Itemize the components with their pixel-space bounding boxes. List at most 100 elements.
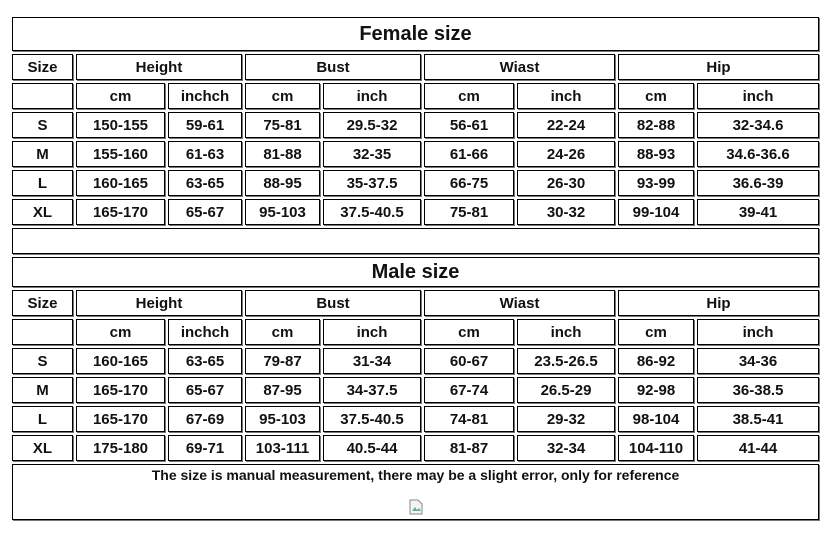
row: Female size: [12, 17, 819, 51]
size-value: 39-41: [697, 199, 819, 225]
empty-cell: [12, 83, 73, 109]
unit-header: inch: [323, 83, 421, 109]
size-value: 26-30: [517, 170, 615, 196]
row: S 150-155 59-61 75-81 29.5-32 56-61 22-24 82-88…: [12, 112, 819, 138]
size-value: 63-65: [168, 170, 242, 196]
size-value: 60-67: [424, 348, 514, 374]
size-value: 103-111: [245, 435, 320, 461]
row: M 155-160 61-63 81-88 32-35 61-66 24-26 88-93 34…: [12, 141, 819, 167]
size-value: 93-99: [618, 170, 694, 196]
size-value: 34.6-36.6: [697, 141, 819, 167]
size-value: 34-36: [697, 348, 819, 374]
broken-image-icon: [409, 499, 422, 515]
size-value: 160-165: [76, 170, 165, 196]
size-label: L: [12, 406, 73, 432]
size-value: 175-180: [76, 435, 165, 461]
size-value: 34-37.5: [323, 377, 421, 403]
size-label: S: [12, 348, 73, 374]
group-header: Hip: [618, 290, 819, 316]
size-value: 150-155: [76, 112, 165, 138]
size-value: 37.5-40.5: [323, 406, 421, 432]
size-value: 66-75: [424, 170, 514, 196]
size-label: L: [12, 170, 73, 196]
unit-header: cm: [245, 83, 320, 109]
size-value: 165-170: [76, 377, 165, 403]
size-value: 29.5-32: [323, 112, 421, 138]
unit-header: cm: [618, 319, 694, 345]
size-value: 36.6-39: [697, 170, 819, 196]
row: S 160-165 63-65 79-87 31-34 60-67 23.5-26.5 86-…: [12, 348, 819, 374]
group-header: Bust: [245, 290, 421, 316]
row: [12, 228, 819, 254]
unit-header: inch: [517, 319, 615, 345]
row: cm inchch cm inch cm inch cm inch: [12, 83, 819, 109]
size-value: 32-34: [517, 435, 615, 461]
size-value: 29-32: [517, 406, 615, 432]
size-value: 31-34: [323, 348, 421, 374]
empty-cell: [12, 319, 73, 345]
size-value: 92-98: [618, 377, 694, 403]
group-header: Hip: [618, 54, 819, 80]
group-header: Height: [76, 54, 242, 80]
row: The size is manual measurement, there ma…: [12, 464, 819, 520]
row: L 160-165 63-65 88-95 35-37.5 66-75 26-30 93-99…: [12, 170, 819, 196]
size-label: M: [12, 141, 73, 167]
row: L 165-170 67-69 95-103 37.5-40.5 74-81 29-32 98…: [12, 406, 819, 432]
row: Male size: [12, 257, 819, 287]
size-value: 40.5-44: [323, 435, 421, 461]
unit-header: cm: [618, 83, 694, 109]
size-table: Female size Size Height Bust Wiast Hip cm inchc…: [9, 14, 822, 523]
unit-header: cm: [76, 83, 165, 109]
size-value: 37.5-40.5: [323, 199, 421, 225]
size-value: 61-66: [424, 141, 514, 167]
group-header: Wiast: [424, 290, 615, 316]
size-value: 75-81: [424, 199, 514, 225]
size-header: Size: [12, 54, 73, 80]
size-value: 88-93: [618, 141, 694, 167]
row: M 165-170 65-67 87-95 34-37.5 67-74 26.5-29 92-…: [12, 377, 819, 403]
size-value: 67-69: [168, 406, 242, 432]
unit-header: inchch: [168, 319, 242, 345]
group-header: Height: [76, 290, 242, 316]
size-value: 69-71: [168, 435, 242, 461]
row: Size Height Bust Wiast Hip: [12, 54, 819, 80]
size-label: M: [12, 377, 73, 403]
size-value: 32-34.6: [697, 112, 819, 138]
size-value: 165-170: [76, 406, 165, 432]
size-label: XL: [12, 435, 73, 461]
unit-header: inch: [697, 319, 819, 345]
size-value: 26.5-29: [517, 377, 615, 403]
row: XL 165-170 65-67 95-103 37.5-40.5 75-81 30-32 9…: [12, 199, 819, 225]
size-value: 165-170: [76, 199, 165, 225]
table-title: Female size: [12, 17, 819, 51]
size-value: 98-104: [618, 406, 694, 432]
size-value: 22-24: [517, 112, 615, 138]
size-value: 74-81: [424, 406, 514, 432]
size-value: 59-61: [168, 112, 242, 138]
unit-header: inchch: [168, 83, 242, 109]
size-value: 95-103: [245, 199, 320, 225]
size-value: 38.5-41: [697, 406, 819, 432]
size-value: 79-87: [245, 348, 320, 374]
size-value: 61-63: [168, 141, 242, 167]
unit-header: cm: [424, 83, 514, 109]
size-value: 36-38.5: [697, 377, 819, 403]
size-value: 32-35: [323, 141, 421, 167]
row: XL 175-180 69-71 103-111 40.5-44 81-87 32-34 10…: [12, 435, 819, 461]
group-header: Wiast: [424, 54, 615, 80]
spacer: [12, 228, 819, 254]
size-value: 99-104: [618, 199, 694, 225]
unit-header: inch: [517, 83, 615, 109]
row: cm inchch cm inch cm inch cm inch: [12, 319, 819, 345]
unit-header: inch: [323, 319, 421, 345]
size-value: 155-160: [76, 141, 165, 167]
size-value: 160-165: [76, 348, 165, 374]
size-value: 23.5-26.5: [517, 348, 615, 374]
row: Size Height Bust Wiast Hip: [12, 290, 819, 316]
size-value: 24-26: [517, 141, 615, 167]
unit-header: cm: [424, 319, 514, 345]
size-value: 67-74: [424, 377, 514, 403]
size-value: 87-95: [245, 377, 320, 403]
unit-header: inch: [697, 83, 819, 109]
